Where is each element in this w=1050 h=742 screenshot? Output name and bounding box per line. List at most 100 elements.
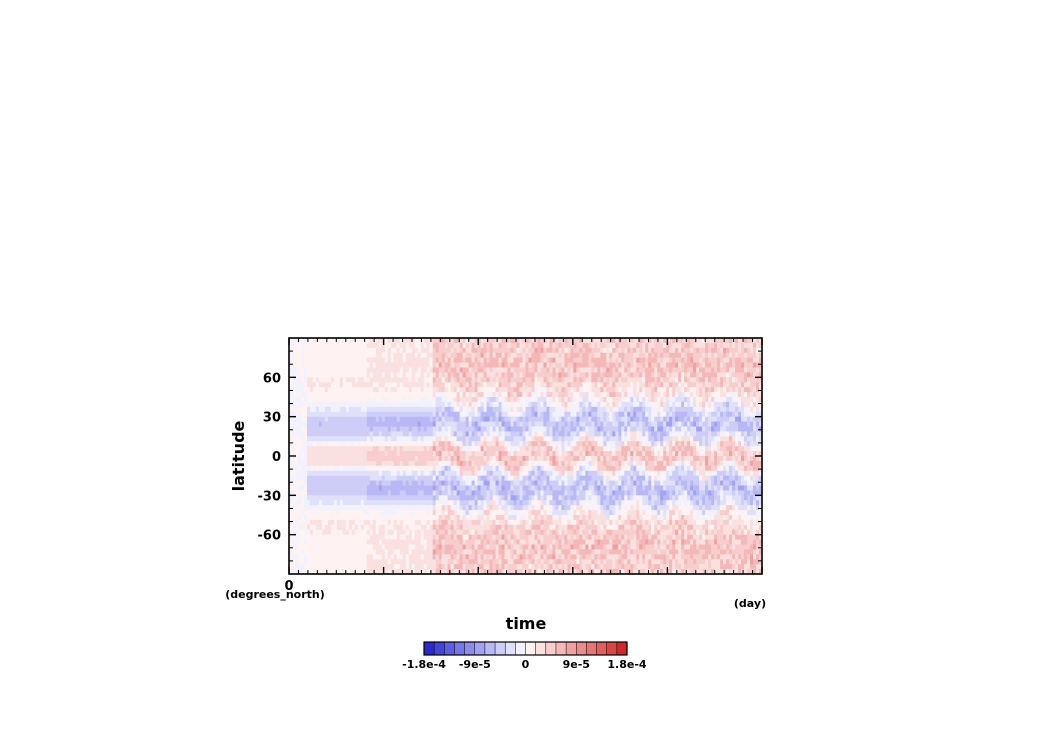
heatmap-cell	[330, 465, 335, 472]
heatmap-cell	[414, 480, 419, 487]
heatmap-cell	[456, 372, 461, 378]
heatmap-cell	[366, 495, 371, 501]
heatmap-cell	[441, 564, 446, 570]
heatmap-cell	[402, 519, 407, 526]
heatmap-cell	[435, 446, 440, 452]
heatmap-cell	[483, 485, 488, 492]
heatmap-cell	[507, 564, 512, 570]
heatmap-cell	[324, 347, 329, 354]
heatmap-cell	[459, 416, 464, 423]
heatmap-cell	[540, 392, 545, 398]
heatmap-cell	[558, 470, 563, 477]
heatmap-cell	[504, 416, 509, 423]
heatmap-cell	[492, 382, 497, 388]
heatmap-cell	[387, 485, 392, 492]
heatmap-cell	[375, 559, 380, 565]
heatmap-cell	[552, 446, 557, 452]
heatmap-cell	[507, 411, 512, 418]
heatmap-cell	[483, 342, 488, 349]
heatmap-cell	[528, 554, 533, 560]
heatmap-cell	[474, 421, 479, 428]
heatmap-cell	[591, 446, 595, 452]
heatmap-cell	[483, 480, 488, 487]
heatmap-cell	[441, 372, 446, 378]
heatmap-cell	[402, 397, 407, 403]
heatmap-cell	[375, 529, 380, 536]
heatmap-cell	[405, 544, 410, 551]
heatmap-cell	[564, 524, 569, 531]
heatmap-cell	[582, 465, 586, 472]
heatmap-cell	[594, 416, 598, 423]
heatmap-cell	[318, 382, 323, 388]
heatmap-cell	[519, 431, 524, 437]
heatmap-cell	[333, 426, 338, 433]
heatmap-cell	[354, 475, 359, 482]
heatmap-cell	[486, 519, 491, 526]
heatmap-cell	[378, 397, 383, 403]
heatmap-cell	[465, 485, 470, 492]
heatmap-cell	[330, 367, 335, 374]
heatmap-cell	[291, 426, 296, 433]
heatmap-cell	[534, 421, 539, 428]
heatmap-cell	[597, 382, 601, 388]
heatmap-cell	[546, 529, 551, 536]
heatmap-cell	[306, 382, 311, 388]
heatmap-cell	[597, 569, 601, 574]
heatmap-cell	[558, 510, 563, 516]
heatmap-cell	[330, 485, 335, 492]
heatmap-cell	[429, 456, 434, 462]
heatmap-cell	[483, 519, 488, 526]
heatmap-cell	[516, 362, 521, 369]
heatmap-cell	[459, 510, 464, 516]
heatmap-cell	[330, 411, 335, 418]
heatmap-cell	[306, 515, 311, 521]
heatmap-cell	[570, 485, 574, 492]
heatmap-cell	[360, 564, 365, 570]
heatmap-cell	[438, 431, 443, 437]
heatmap-cell	[342, 362, 347, 369]
heatmap-cell	[456, 539, 461, 546]
heatmap-cell	[582, 431, 586, 437]
heatmap-cell	[504, 505, 509, 511]
heatmap-cell	[291, 441, 296, 447]
heatmap-cell	[429, 387, 434, 393]
heatmap-cell	[417, 387, 422, 393]
heatmap-cell	[294, 539, 299, 546]
heatmap-cell	[330, 490, 335, 496]
heatmap-cell	[441, 475, 446, 482]
heatmap-cell	[339, 456, 344, 462]
heatmap-cell	[396, 347, 401, 354]
heatmap-cell	[537, 416, 542, 423]
heatmap-cell	[420, 456, 425, 462]
heatmap-cell	[462, 382, 467, 388]
heatmap-cell	[564, 387, 569, 393]
heatmap-cell	[513, 480, 518, 487]
heatmap-cell	[381, 500, 386, 506]
heatmap-cell	[552, 387, 557, 393]
heatmap-cell	[426, 480, 431, 487]
heatmap-cell	[411, 362, 416, 369]
heatmap-cell	[555, 524, 560, 531]
heatmap-cell	[426, 515, 431, 521]
heatmap-cell	[375, 460, 380, 467]
heatmap-cell	[453, 456, 458, 462]
heatmap-cell	[501, 377, 506, 383]
heatmap-cell	[588, 456, 592, 462]
heatmap-cell	[408, 515, 413, 521]
heatmap-cell	[393, 524, 398, 531]
heatmap-cell	[402, 387, 407, 393]
heatmap-cell	[513, 392, 518, 398]
heatmap-cell	[594, 529, 598, 536]
heatmap-cell	[381, 436, 386, 442]
heatmap-cell	[414, 515, 419, 521]
heatmap-cell	[429, 367, 434, 374]
heatmap-cell	[309, 357, 314, 364]
heatmap-cell	[579, 515, 583, 521]
heatmap-cell	[289, 475, 293, 482]
heatmap-cell	[360, 480, 365, 487]
heatmap-cell	[309, 347, 314, 354]
heatmap-cell	[474, 338, 479, 344]
heatmap-cell	[534, 475, 539, 482]
heatmap-cell	[492, 529, 497, 536]
heatmap-cell	[540, 441, 545, 447]
